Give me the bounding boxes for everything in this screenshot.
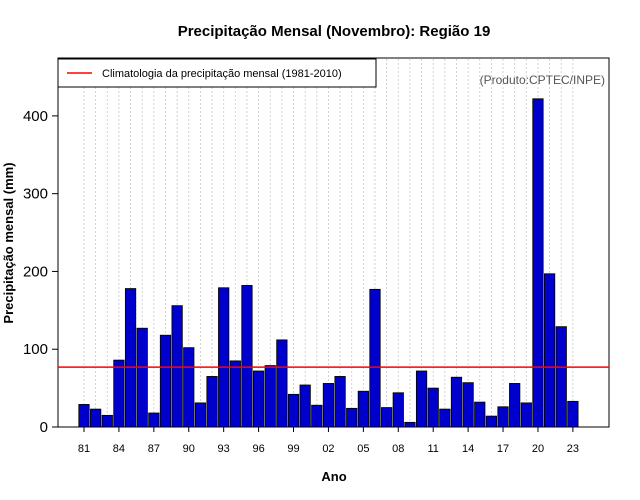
bar-89 <box>171 305 183 428</box>
bar-86 <box>136 327 148 428</box>
bar-02 <box>322 383 335 428</box>
bar-13 <box>450 376 463 428</box>
y-tick-label: 200 <box>23 263 48 280</box>
x-axis-title: Ano <box>321 469 346 484</box>
bar-99 <box>287 393 300 428</box>
x-tick-label: 05 <box>357 443 369 455</box>
x-tick-label: 84 <box>113 443 125 455</box>
bar-81 <box>78 404 90 428</box>
bar-16 <box>485 415 498 428</box>
chart-title: Precipitação Mensal (Novembro): Região 1… <box>178 23 491 40</box>
x-tick-label: 93 <box>218 443 230 455</box>
y-axis: 0 100 200 300 400 <box>23 108 58 436</box>
bar-94 <box>229 360 241 428</box>
bar-17 <box>497 406 509 428</box>
bar-00 <box>299 384 311 428</box>
y-tick-label: 300 <box>23 186 48 203</box>
x-tick-label: 99 <box>287 443 299 455</box>
bar-07 <box>381 407 393 428</box>
grid <box>83 59 574 426</box>
x-axis: 81 84 87 90 93 96 99 02 05 08 11 14 17 20 23 <box>78 427 579 455</box>
bar-91 <box>194 402 206 428</box>
bar-15 <box>474 401 486 428</box>
bar-20 <box>532 98 544 428</box>
x-tick-label: 14 <box>462 443 474 455</box>
source-note: (Produto:CPTEC/INPE) <box>480 73 605 87</box>
bar-23 <box>567 400 579 428</box>
bar-03 <box>334 376 346 428</box>
bar-19 <box>520 402 532 428</box>
bar-21 <box>544 273 556 428</box>
bar-92 <box>206 376 218 428</box>
bar-98 <box>276 339 288 428</box>
bar-22 <box>555 326 567 428</box>
x-tick-label: 17 <box>497 443 509 455</box>
y-axis-title: Precipitação mensal (mm) <box>1 162 16 323</box>
bar-90 <box>183 347 195 428</box>
bar-14 <box>462 382 474 428</box>
bar-08 <box>392 392 404 428</box>
x-tick-label: 23 <box>567 443 579 455</box>
bar-04 <box>346 407 358 428</box>
x-tick-label: 11 <box>427 443 438 455</box>
bar-82 <box>90 408 102 428</box>
bar-87 <box>148 412 160 428</box>
bar-05 <box>357 390 369 428</box>
x-tick-label: 90 <box>183 443 195 455</box>
bars <box>78 98 579 428</box>
legend-box <box>57 58 377 88</box>
x-tick-label: 81 <box>78 443 90 455</box>
bar-12 <box>439 408 451 428</box>
x-tick-label: 02 <box>322 443 334 455</box>
x-tick-label: 96 <box>252 443 264 455</box>
y-tick-label: 100 <box>23 341 48 358</box>
bar-18 <box>509 383 521 428</box>
bar-83 <box>101 414 113 428</box>
x-tick-label: 08 <box>392 443 404 455</box>
bar-96 <box>252 370 265 428</box>
bar-11 <box>427 387 439 428</box>
bar-85 <box>124 288 137 428</box>
bar-97 <box>264 365 276 428</box>
bar-01 <box>311 404 323 428</box>
bar-09 <box>404 421 416 428</box>
bar-06 <box>369 288 381 428</box>
bar-88 <box>159 334 172 428</box>
y-tick-label: 400 <box>23 108 48 125</box>
bar-93 <box>218 287 230 428</box>
legend-label: Climatologia da precipitação mensal (198… <box>102 68 342 80</box>
x-tick-label: 87 <box>148 443 160 455</box>
y-tick-label: 0 <box>40 419 48 436</box>
bar-84 <box>113 359 125 428</box>
legend: Climatologia da precipitação mensal (198… <box>57 58 377 88</box>
bar-10 <box>415 370 428 428</box>
x-tick-label: 20 <box>532 443 544 455</box>
bar-95 <box>241 285 253 428</box>
